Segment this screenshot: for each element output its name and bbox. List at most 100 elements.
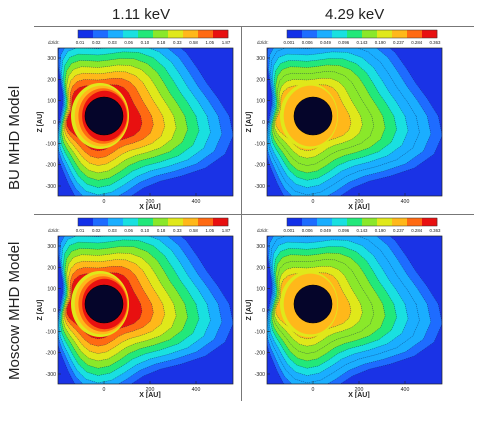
- y-tick-label: -200: [46, 351, 56, 357]
- colorbar-segment: [123, 218, 139, 226]
- colorbar-tick-label: 0.143: [357, 40, 369, 45]
- y-tick-label: 300: [256, 56, 265, 62]
- colorbar-segment: [302, 30, 318, 38]
- colorbar-segment: [168, 218, 184, 226]
- x-tick-label: 200: [146, 387, 155, 393]
- colorbar-tick-label: 0.284: [411, 228, 423, 233]
- colorbar-segment: [138, 30, 154, 38]
- row-label-bu: BU MHD Model: [6, 85, 23, 190]
- colorbar-tick-label: 0.237: [393, 228, 405, 233]
- colorbar-segment: [392, 30, 408, 38]
- colorbar-tick-label: 0.006: [302, 40, 314, 45]
- y-axis-label: Z [AU]: [246, 112, 253, 133]
- colorbar-segment: [317, 30, 333, 38]
- x-tick-label: 200: [355, 387, 364, 393]
- column-header-high-energy: 4.29 keV: [325, 6, 385, 23]
- row-label-moscow: Moscow MHD Model: [6, 241, 23, 380]
- colorbar-segment: [302, 218, 318, 226]
- colorbar-tick-label: 0.10: [141, 40, 150, 45]
- y-tick-label: 0: [262, 308, 265, 314]
- y-tick-label: 300: [47, 56, 56, 62]
- colorbar-segment: [108, 218, 124, 226]
- y-tick-label: -300: [255, 184, 265, 190]
- inner-sphere: [293, 284, 333, 324]
- colorbar-segment: [332, 30, 348, 38]
- colorbar-tick-label: 0.096: [338, 228, 350, 233]
- colorbar-tick-label: 0.01: [76, 228, 85, 233]
- colorbar-segment: [407, 30, 423, 38]
- colorbar-tick-label: 1.87: [222, 228, 231, 233]
- colorbar-tick-label: 0.18: [157, 228, 166, 233]
- colorbar-segment: [407, 218, 423, 226]
- y-tick-label: 300: [256, 244, 265, 250]
- colorbar-segment: [123, 30, 139, 38]
- x-tick-label: 400: [192, 199, 201, 205]
- y-axis-label: Z [AU]: [37, 300, 44, 321]
- y-tick-label: -100: [255, 329, 265, 335]
- colorbar-tick-label: 0.03: [108, 40, 117, 45]
- colorbar-frame: [77, 29, 229, 39]
- panel-moscow-low: dJ/dr: 0.01 0.02 0.03 0.06 0.10 0.18 0.33 0.58 1.…: [37, 217, 234, 398]
- column-header-low-energy: 1.11 keV: [112, 6, 171, 23]
- colorbar-label: dJ/dr:: [257, 40, 269, 45]
- colorbar-segment: [287, 218, 303, 226]
- y-tick-label: -100: [46, 329, 56, 335]
- y-tick-label: 200: [47, 265, 56, 271]
- colorbar-tick-label: 0.02: [92, 228, 101, 233]
- colorbar-segment: [347, 30, 363, 38]
- colorbar-segment: [213, 30, 229, 38]
- y-tick-label: -100: [46, 141, 56, 147]
- panel-moscow-high: dJ/dr: 0.001 0.006 0.049 0.096 0.143 0.190 0.23…: [246, 217, 443, 398]
- colorbar-tick-label: 0.049: [320, 40, 332, 45]
- colorbar-tick-label: 0.33: [173, 40, 182, 45]
- contour-field: [58, 236, 233, 384]
- colorbar-tick-label: 1.87: [222, 40, 231, 45]
- y-tick-label: -300: [46, 372, 56, 378]
- colorbar-segment: [362, 30, 378, 38]
- colorbar-label: dJ/dr:: [48, 40, 60, 45]
- y-tick-label: 100: [47, 99, 56, 105]
- colorbar-tick-label: 0.02: [92, 40, 101, 45]
- x-axis-label: X [AU]: [348, 392, 369, 398]
- x-tick-label: 0: [312, 387, 315, 393]
- y-tick-label: -100: [255, 141, 265, 147]
- x-tick-label: 200: [355, 199, 364, 205]
- colorbar-frame: [286, 217, 438, 227]
- colorbar-tick-label: 0.363: [430, 228, 442, 233]
- colorbar-tick-label: 0.001: [284, 228, 296, 233]
- colorbar-label: dJ/dr:: [48, 228, 60, 233]
- y-tick-label: -200: [255, 163, 265, 169]
- colorbar-tick-label: 0.096: [338, 40, 350, 45]
- colorbar-tick-label: 0.190: [375, 40, 387, 45]
- colorbar-tick-label: 0.049: [320, 228, 332, 233]
- y-tick-label: 100: [256, 99, 265, 105]
- x-tick-label: 0: [312, 199, 315, 205]
- colorbar-segment: [78, 218, 94, 226]
- y-tick-label: 200: [47, 77, 56, 83]
- colorbar-tick-label: 0.143: [357, 228, 369, 233]
- colorbar-tick-label: 0.03: [108, 228, 117, 233]
- y-tick-label: -300: [46, 184, 56, 190]
- colorbar-segment: [287, 30, 303, 38]
- inner-sphere: [84, 96, 124, 136]
- panel-bu-low: dJ/dr: 0.01 0.02 0.03 0.06 0.10 0.18 0.33 0.58 1.…: [37, 29, 234, 210]
- y-tick-label: 300: [47, 244, 56, 250]
- colorbar-segment: [362, 218, 378, 226]
- y-tick-label: -200: [46, 163, 56, 169]
- colorbar-tick-label: 1.05: [206, 228, 215, 233]
- colorbar-segment: [198, 218, 214, 226]
- x-tick-label: 400: [401, 199, 410, 205]
- colorbar-segment: [93, 218, 109, 226]
- x-axis-label: X [AU]: [139, 392, 160, 398]
- y-tick-label: 100: [47, 287, 56, 293]
- colorbar-tick-label: 0.001: [284, 40, 296, 45]
- colorbar-tick-label: 0.58: [189, 40, 198, 45]
- colorbar-tick-label: 0.237: [393, 40, 405, 45]
- panel-bu-high: dJ/dr: 0.001 0.006 0.049 0.096 0.143 0.190 0.23…: [246, 29, 443, 210]
- colorbar-frame: [286, 29, 438, 39]
- column-divider: [241, 26, 242, 401]
- y-axis-label: Z [AU]: [37, 112, 44, 133]
- colorbar-tick-label: 0.006: [302, 228, 314, 233]
- colorbar-segment: [317, 218, 333, 226]
- colorbar-tick-label: 1.05: [206, 40, 215, 45]
